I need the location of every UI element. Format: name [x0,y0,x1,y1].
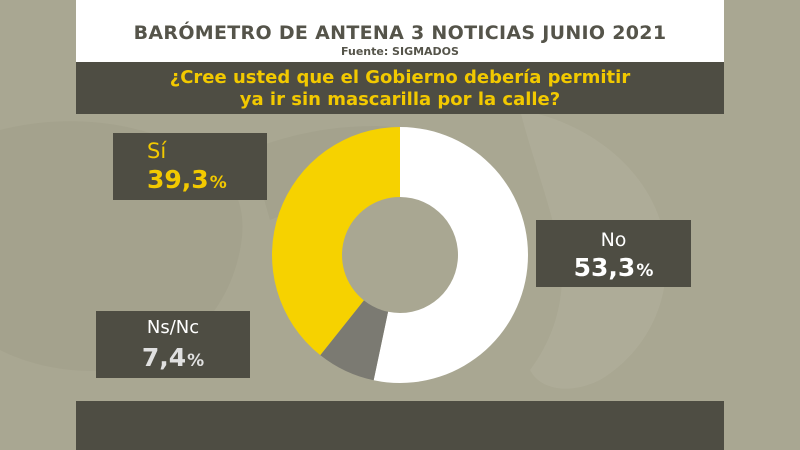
source-label: Fuente: SIGMADOS [341,45,459,58]
question-line-1: ¿Cree usted que el Gobierno debería perm… [169,67,631,88]
label-si: Sí 39,3% [113,133,267,200]
question-line-2: ya ir sin mascarilla por la calle? [239,89,561,110]
label-si-value-wrap: 39,3% [147,165,267,194]
donut-slice-si [272,127,400,356]
donut-slice-no [373,127,528,384]
label-si-name: Sí [147,139,167,163]
label-nsnc-unit: % [187,351,205,371]
question-text: ¿Cree usted que el Gobierno debería perm… [76,67,724,111]
label-nsnc-name: Ns/Nc [146,317,200,338]
header-banner: BARÓMETRO DE ANTENA 3 NOTICIAS JUNIO 202… [76,0,724,62]
label-si-unit: % [209,173,227,193]
bottom-bar [76,401,724,450]
label-si-value: 39,3 [147,165,209,194]
label-no: No 53,3% [536,220,691,287]
label-no-value: 53,3 [573,253,636,282]
label-nsnc-value-wrap: 7,4% [96,343,250,372]
page-title: BARÓMETRO DE ANTENA 3 NOTICIAS JUNIO 202… [133,22,667,44]
label-nsnc: Ns/Nc 7,4% [96,311,250,378]
label-nsnc-value: 7,4 [141,343,187,372]
donut-slice-nsnc [320,300,389,381]
label-no-unit: % [636,261,654,281]
question-banner: ¿Cree usted que el Gobierno debería perm… [76,62,724,114]
label-no-name: No [600,229,627,251]
label-no-value-wrap: 53,3% [536,253,691,282]
